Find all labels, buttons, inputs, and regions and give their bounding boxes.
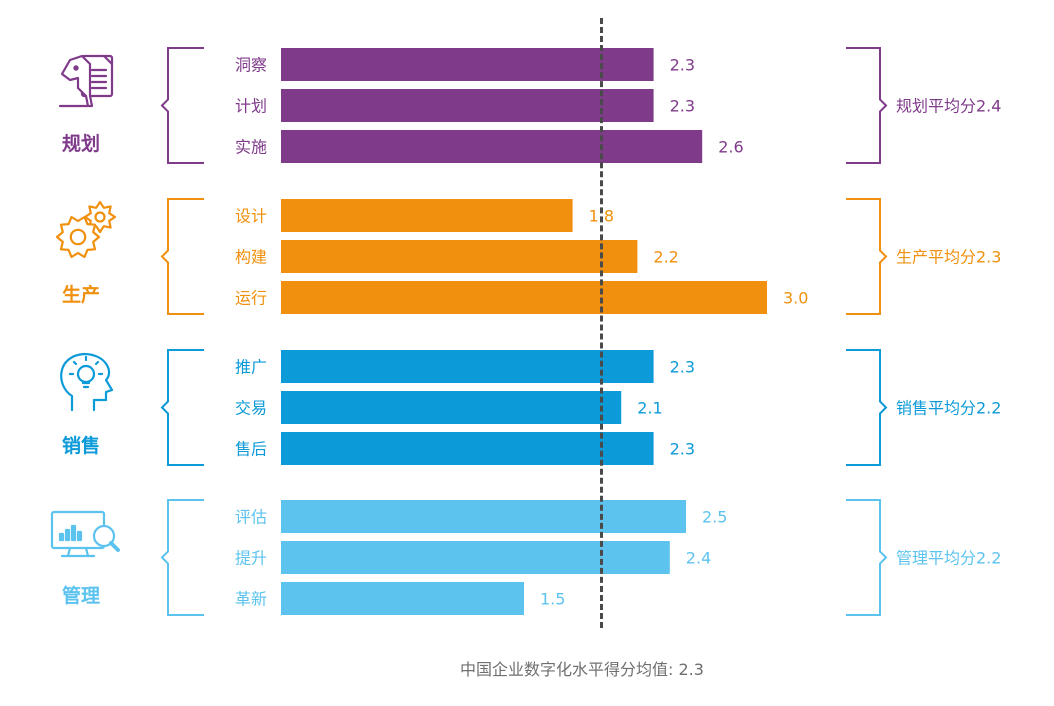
left-brace	[160, 198, 204, 315]
bar	[281, 541, 670, 574]
category-label: 实施	[235, 138, 267, 157]
category-label: 售后	[235, 440, 267, 459]
right-brace	[846, 47, 888, 164]
category-label: 运行	[235, 289, 267, 308]
bar	[281, 48, 654, 81]
category-label: 构建	[235, 248, 267, 267]
value-label: 1.5	[540, 590, 565, 609]
group-summary: 规划平均分2.4	[896, 97, 1001, 116]
category-label: 推广	[235, 358, 267, 377]
right-brace	[846, 499, 888, 616]
group-summary: 生产平均分2.3	[896, 248, 1001, 267]
bar	[281, 89, 654, 122]
left-brace	[160, 349, 204, 466]
group-name: 销售	[62, 434, 100, 457]
group-name: 生产	[62, 283, 100, 306]
value-label: 2.3	[670, 56, 695, 75]
left-brace	[160, 47, 204, 164]
value-label: 2.5	[702, 508, 727, 527]
bar	[281, 432, 654, 465]
right-brace	[846, 198, 888, 315]
category-label: 革新	[235, 590, 267, 609]
bar	[281, 281, 767, 314]
bar	[281, 350, 654, 383]
group-summary: 销售平均分2.2	[896, 399, 1001, 418]
value-label: 3.0	[783, 289, 808, 308]
monitor-magnifier-icon	[50, 510, 120, 558]
category-label: 洞察	[235, 56, 267, 75]
value-label: 2.3	[670, 358, 695, 377]
bar	[281, 391, 622, 424]
value-label: 2.3	[670, 97, 695, 116]
head-lightbulb-icon	[60, 352, 114, 412]
average-footer-text: 中国企业数字化水平得分均值: 2.3	[460, 660, 704, 679]
bar	[281, 582, 524, 615]
average-reference-line	[600, 18, 603, 628]
value-label: 2.6	[718, 138, 743, 157]
category-label: 评估	[235, 508, 267, 527]
bar	[281, 199, 573, 232]
bar	[281, 500, 686, 533]
group-summary: 管理平均分2.2	[896, 549, 1001, 568]
category-label: 计划	[235, 97, 267, 116]
category-label: 提升	[235, 549, 267, 568]
chess-knight-document-icon	[58, 54, 114, 108]
gears-icon	[55, 200, 117, 259]
bar	[281, 130, 703, 163]
group-1: 规划 规划平均分2.4 洞察 2.3 计划 2.3 实施 2.6	[58, 47, 1001, 164]
bar	[281, 240, 638, 273]
value-label: 2.1	[637, 399, 662, 418]
group-3: 销售 销售平均分2.2 推广 2.3 交易 2.1 售后 2.3	[60, 349, 1001, 466]
group-name: 管理	[62, 584, 100, 607]
group-name: 规划	[62, 132, 100, 155]
group-4: 管理 管理平均分2.2 评估 2.5 提升 2.4 革新 1.5	[50, 499, 1001, 616]
value-label: 2.2	[653, 248, 678, 267]
value-label: 2.3	[670, 440, 695, 459]
category-label: 设计	[235, 207, 267, 226]
category-label: 交易	[235, 399, 267, 418]
right-brace	[846, 349, 888, 466]
left-brace	[160, 499, 204, 616]
value-label: 2.4	[686, 549, 711, 568]
